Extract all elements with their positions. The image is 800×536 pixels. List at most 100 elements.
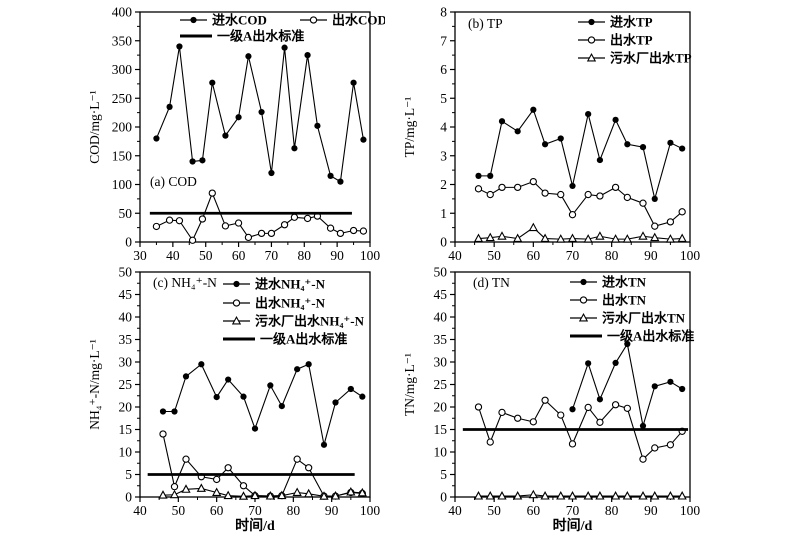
svg-text:400: 400: [112, 5, 133, 20]
svg-text:2: 2: [440, 177, 447, 192]
svg-text:80: 80: [605, 248, 619, 262]
svg-text:25: 25: [119, 377, 133, 392]
y-axis: 0 50 100 150 200 250 300 350 400: [112, 5, 140, 250]
svg-text:COD/mg·L⁻¹: COD/mg·L⁻¹: [87, 90, 102, 163]
svg-text:40: 40: [448, 503, 462, 518]
y-axis-title: COD/mg·L⁻¹: [87, 90, 102, 163]
svg-text:50: 50: [119, 206, 133, 221]
legend: 进水COD 出水COD 一级A出水标准: [180, 13, 387, 44]
series-0: [569, 340, 686, 429]
svg-text:300: 300: [112, 62, 133, 77]
svg-text:70: 70: [566, 248, 580, 262]
svg-text:40: 40: [166, 248, 180, 262]
svg-text:(b) TP: (b) TP: [468, 16, 503, 31]
svg-text:50: 50: [487, 248, 501, 262]
svg-text:污水厂出水TP: 污水厂出水TP: [610, 51, 692, 66]
svg-text:进水COD: 进水COD: [212, 13, 267, 28]
y-axis: 0 5 10 15 20 25 30 35 40 45 50: [119, 265, 140, 505]
svg-text:50: 50: [199, 248, 213, 262]
svg-text:100: 100: [680, 248, 700, 262]
plot-box: [139, 11, 371, 243]
svg-text:0: 0: [440, 235, 447, 250]
series-2: [473, 489, 687, 500]
svg-text:25: 25: [434, 377, 448, 392]
chart-canvas: 40 50 60 70 80 90 100 0 5 10 15 20 25 30 35 40 45 50 进水TN 出…: [402, 265, 700, 535]
legend: 进水NH₄⁺-N 出水NH₄⁺-N 污水厂出水NH₄⁺-N 一级A出水标准: [223, 277, 365, 347]
svg-text:进水TP: 进水TP: [610, 15, 653, 30]
svg-text:进水TN: 进水TN: [602, 275, 647, 290]
svg-text:0: 0: [125, 235, 132, 250]
svg-text:350: 350: [112, 33, 133, 48]
svg-text:污水厂出水TN: 污水厂出水TN: [602, 311, 686, 326]
svg-text:0: 0: [125, 490, 132, 505]
svg-text:70: 70: [248, 503, 262, 518]
svg-text:一级A出水标准: 一级A出水标准: [607, 329, 694, 344]
svg-text:70: 70: [265, 248, 279, 262]
svg-text:45: 45: [434, 287, 448, 302]
svg-text:60: 60: [527, 248, 541, 262]
svg-text:NH₄⁺-N/mg·L⁻¹: NH₄⁺-N/mg·L⁻¹: [87, 339, 102, 430]
series-2: [158, 483, 367, 500]
svg-text:(c) NH₄⁺-N: (c) NH₄⁺-N: [153, 275, 217, 290]
svg-text:150: 150: [112, 148, 133, 163]
svg-text:0: 0: [440, 490, 447, 505]
y-axis-title: TP/mg·L⁻¹: [402, 97, 417, 158]
svg-text:60: 60: [210, 503, 224, 518]
svg-text:5: 5: [440, 91, 447, 106]
svg-text:50: 50: [119, 265, 133, 280]
svg-text:时间/d: 时间/d: [553, 517, 593, 534]
svg-text:90: 90: [330, 248, 344, 262]
svg-text:90: 90: [644, 503, 658, 518]
svg-text:50: 50: [487, 503, 501, 518]
svg-text:40: 40: [133, 503, 147, 518]
chart-panel-d: 40 50 60 70 80 90 100 0 5 10 15 20 25 30 35 40 45 50 进水TN 出…: [400, 262, 700, 536]
svg-text:(d) TN: (d) TN: [473, 275, 510, 290]
svg-text:5: 5: [125, 467, 132, 482]
svg-text:100: 100: [360, 248, 381, 262]
svg-text:70: 70: [566, 503, 580, 518]
svg-text:TN/mg·L⁻¹: TN/mg·L⁻¹: [402, 353, 417, 416]
svg-text:80: 80: [287, 503, 301, 518]
x-axis: 40 50 60 70 80 90 100: [133, 497, 380, 518]
svg-text:60: 60: [527, 503, 541, 518]
svg-text:40: 40: [448, 248, 462, 262]
svg-text:40: 40: [119, 310, 133, 325]
chart-panel-b: 40 50 60 70 80 90 100 0 1 2 3 4 5 6 7 8 进水TP 出水TP 污水厂出水TP (…: [400, 0, 700, 264]
chart-canvas: 40 50 60 70 80 90 100 0 5 10 15 20 25 30 35 40 45 50 进水NH₄…: [87, 265, 380, 535]
svg-text:40: 40: [434, 310, 448, 325]
svg-text:100: 100: [680, 503, 700, 518]
svg-text:90: 90: [325, 503, 339, 518]
series-0: [153, 43, 367, 185]
x-axis: 30 40 50 60 70 80 90 100: [133, 242, 381, 263]
svg-text:出水TP: 出水TP: [610, 33, 653, 48]
svg-text:TP/mg·L⁻¹: TP/mg·L⁻¹: [402, 97, 417, 158]
subplot-label: (c) NH₄⁺-N: [153, 275, 217, 290]
svg-text:250: 250: [112, 91, 133, 106]
svg-text:60: 60: [232, 248, 246, 262]
chart-panel-a: 30 40 50 60 70 80 90 100 0 50 100 150 200 250 300 350 40…: [85, 0, 387, 264]
svg-text:一级A出水标准: 一级A出水标准: [217, 29, 304, 44]
svg-text:90: 90: [644, 248, 658, 262]
svg-text:10: 10: [434, 445, 448, 460]
svg-text:50: 50: [172, 503, 186, 518]
subplot-label: (a) COD: [150, 174, 197, 189]
svg-text:30: 30: [434, 355, 448, 370]
svg-text:80: 80: [605, 503, 619, 518]
svg-text:4: 4: [440, 120, 447, 135]
svg-text:3: 3: [440, 148, 447, 163]
svg-text:20: 20: [119, 400, 133, 415]
svg-text:50: 50: [434, 265, 448, 280]
svg-text:6: 6: [440, 62, 447, 77]
svg-text:20: 20: [434, 400, 448, 415]
x-axis-title: 时间/d: [553, 517, 593, 534]
svg-text:10: 10: [119, 445, 133, 460]
svg-text:污水厂出水NH₄⁺-N: 污水厂出水NH₄⁺-N: [255, 314, 365, 329]
plot-box: [454, 11, 691, 243]
svg-text:1: 1: [440, 206, 447, 221]
svg-text:30: 30: [119, 355, 133, 370]
subplot-label: (d) TN: [473, 275, 510, 290]
y-axis-title: NH₄⁺-N/mg·L⁻¹: [87, 339, 102, 430]
series-0: [475, 106, 686, 202]
svg-text:出水TN: 出水TN: [602, 293, 647, 308]
